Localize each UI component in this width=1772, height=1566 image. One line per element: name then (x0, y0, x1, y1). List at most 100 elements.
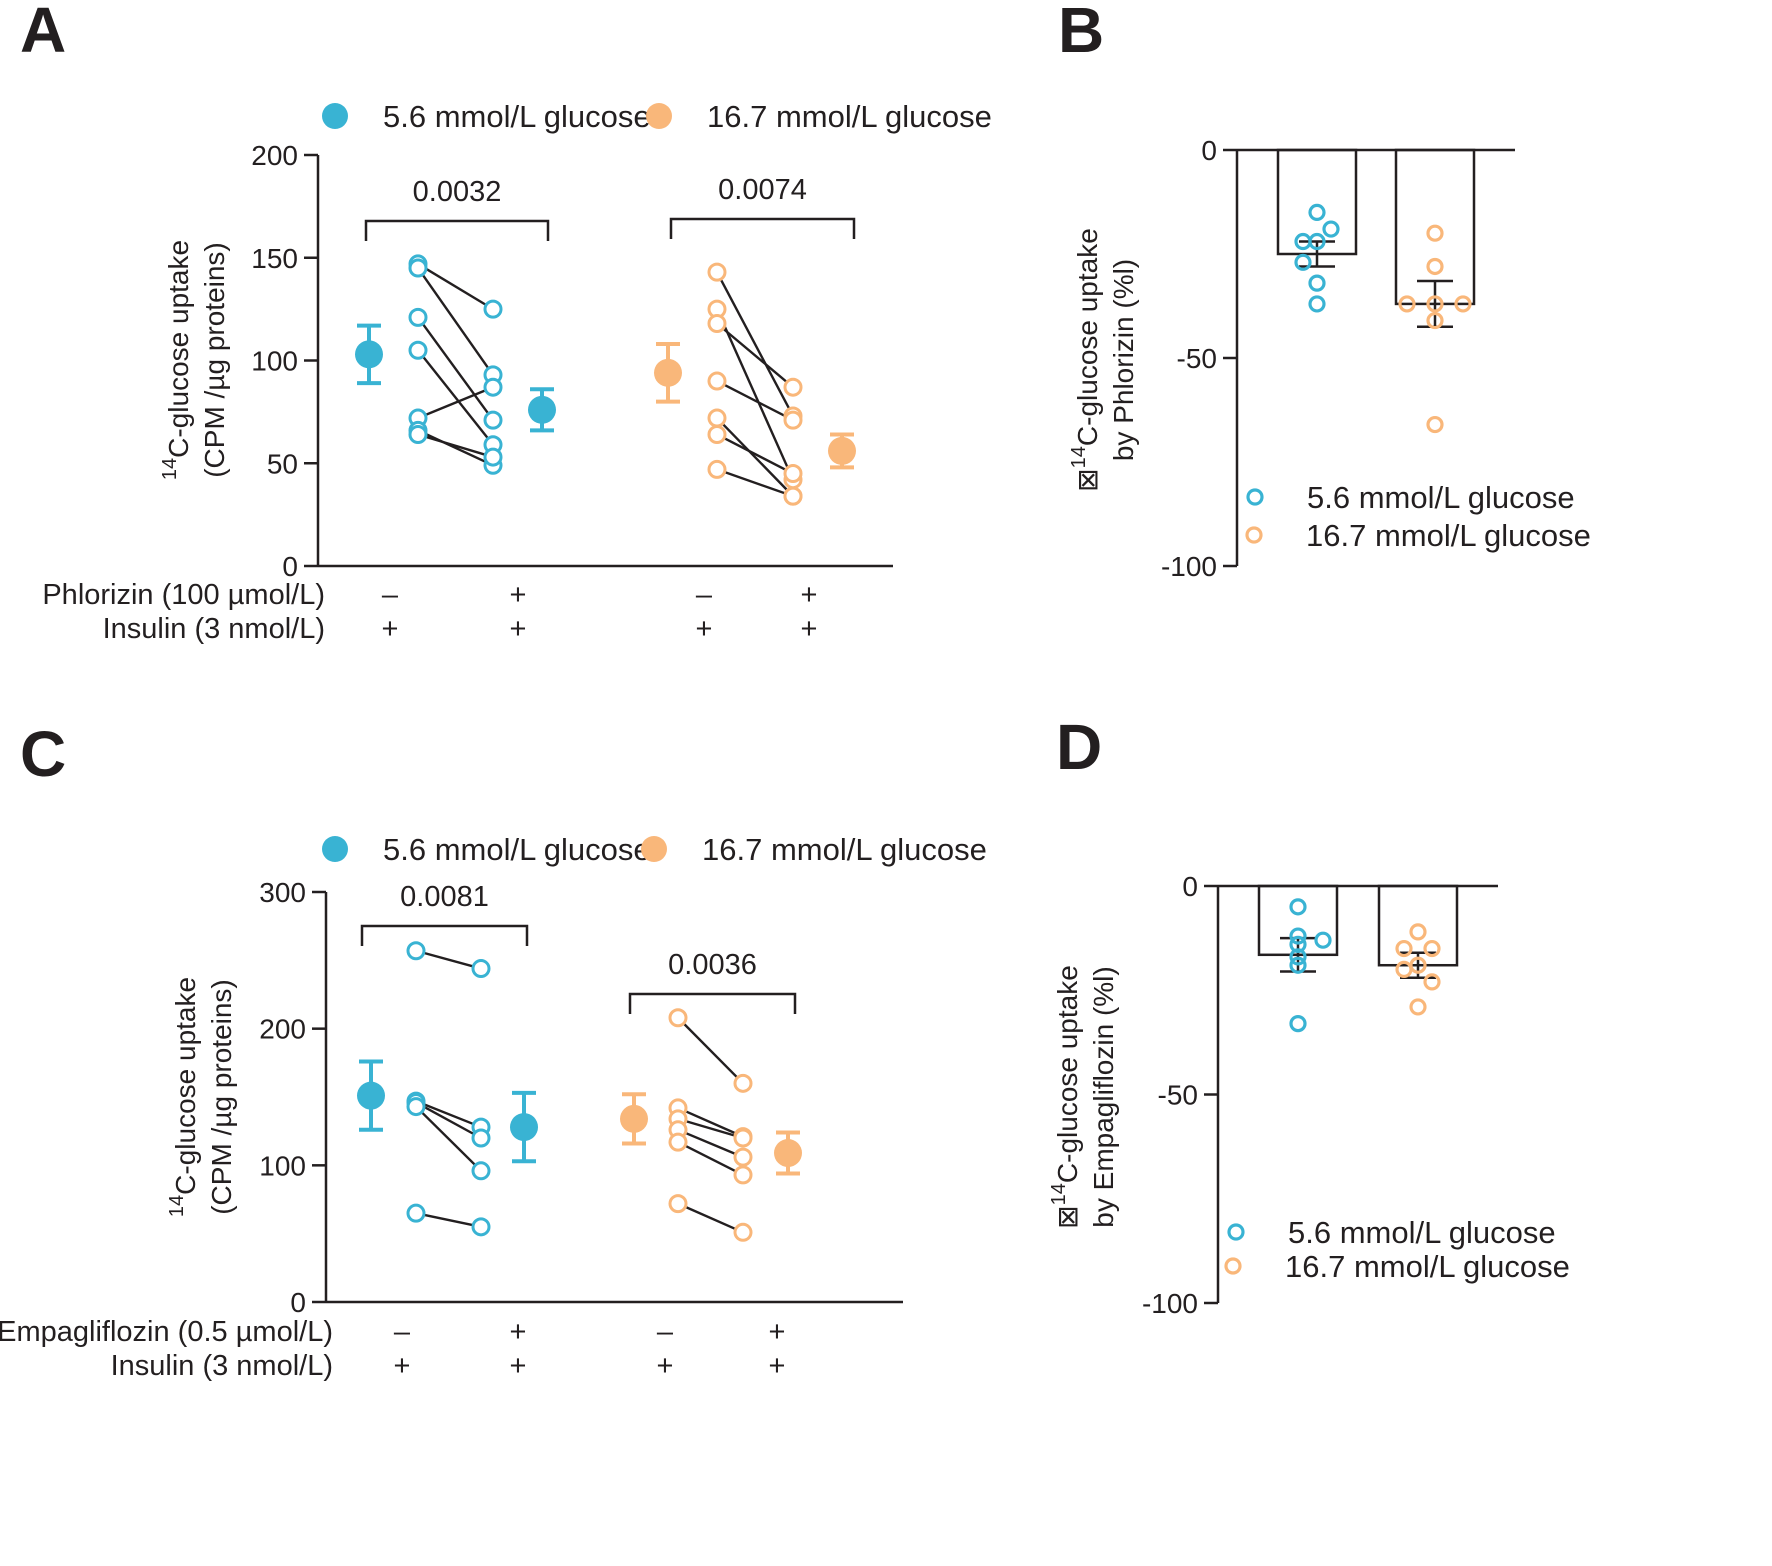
data-point (1423, 973, 1441, 991)
plus-sign: + (394, 1350, 411, 1382)
legend-label: 16.7 mmol/L glucose (707, 99, 992, 134)
bar-group-orange (1394, 148, 1476, 434)
mean-marker (620, 1104, 648, 1133)
panel-label: A (20, 0, 66, 66)
legend-marker-blue (1246, 488, 1264, 506)
data-point (733, 1147, 753, 1167)
plus-sign: + (801, 579, 818, 611)
minus-sign: – (382, 579, 399, 611)
pair-line (677, 1117, 744, 1140)
legend-label: 5.6 mmol/L glucose (1307, 480, 1575, 515)
p-value: 0.0032 (413, 176, 502, 208)
data-point (408, 340, 428, 360)
pair-line (716, 417, 794, 497)
plus-sign: + (657, 1350, 674, 1382)
plus-sign: + (510, 1316, 527, 1348)
legend-label: 16.7 mmol/L glucose (1306, 518, 1591, 553)
data-point (668, 1008, 688, 1028)
y-tick-label: 0 (1201, 135, 1217, 166)
pair-line (716, 433, 794, 475)
plus-sign: + (769, 1350, 786, 1382)
mean-marker (510, 1113, 538, 1142)
pair-line (417, 386, 494, 420)
plus-sign: + (696, 613, 713, 645)
significance-bracket (364, 219, 550, 241)
pair-line (417, 267, 494, 376)
bar-group-blue (1276, 148, 1358, 313)
panel-label: D (1056, 711, 1102, 783)
minus-sign: – (394, 1316, 411, 1348)
y-axis-label-line2: by Phlorizin (%l) (1108, 259, 1139, 461)
y-axis-label: ⊠14C-glucose uptake (1068, 228, 1103, 492)
panel-c: C 0 100 200 300 14C-glucose uptake (CPM /µg pr… (0, 718, 987, 1382)
y-axis-label-line2: by Empagliflozin (%l) (1088, 966, 1119, 1227)
data-point (1395, 939, 1413, 958)
data-point (1426, 257, 1444, 276)
data-point (1454, 295, 1472, 313)
data-point (707, 314, 727, 334)
data-point (471, 959, 491, 979)
plus-sign: + (382, 613, 399, 645)
data-point (1322, 220, 1340, 238)
y-tick-label: 150 (251, 243, 298, 274)
pair-line (677, 1016, 744, 1085)
panel-a: A 0 50 100 150 200 14C-glucose uptake (CPM /µg … (20, 0, 992, 645)
data-point (1426, 224, 1444, 242)
data-point (1426, 415, 1444, 434)
plus-sign: + (510, 613, 527, 645)
data-point (406, 1203, 426, 1223)
pair-line (417, 316, 494, 421)
panel-label: B (1058, 0, 1104, 66)
data-point (483, 377, 503, 397)
significance-bracket (360, 924, 529, 946)
y-tick-label: -100 (1142, 1288, 1198, 1319)
treatment-label: Phlorizin (100 µmol/L) (42, 579, 325, 611)
group-blue: 0.0081 (357, 881, 538, 1237)
bar-group-blue (1257, 884, 1339, 1033)
data-point (1308, 274, 1326, 292)
data-point (1409, 923, 1427, 941)
pair-line (415, 1105, 482, 1172)
bar (1276, 148, 1358, 256)
pair-line (716, 322, 794, 389)
pair-line (417, 433, 494, 459)
data-point (1294, 253, 1312, 271)
data-point (406, 941, 426, 961)
pair-line (417, 349, 494, 446)
y-label-prefix: ⊠ (1072, 468, 1103, 491)
treatment-label: Insulin (3 nmol/L) (111, 1350, 333, 1382)
p-value: 0.0081 (400, 881, 489, 913)
y-label-superscript: 14 (166, 1195, 188, 1217)
y-tick-label: -100 (1161, 551, 1217, 582)
legend-label: 5.6 mmol/L glucose (383, 99, 651, 134)
y-axis-label: 14C-glucose uptake (159, 240, 194, 480)
panel-b: B 0 -50 -100 ⊠14C-glucose uptake by Phlorizin… (1058, 0, 1591, 582)
y-axis-unit: (CPM /µg proteins) (199, 242, 230, 478)
data-point (707, 371, 727, 391)
y-axis-label: ⊠14C-glucose uptake (1048, 965, 1083, 1229)
y-tick-label: 0 (282, 551, 298, 582)
treatment-label: Empagliflozin (0.5 µmol/L) (0, 1316, 333, 1348)
y-label-main: C-glucose uptake (1072, 228, 1103, 446)
y-label-prefix: ⊠ (1052, 1205, 1083, 1228)
minus-sign: – (696, 579, 713, 611)
data-point (783, 464, 803, 484)
significance-bracket (628, 992, 797, 1014)
treatment-label: Insulin (3 nmol/L) (103, 613, 325, 645)
data-point (707, 262, 727, 282)
data-point (1289, 927, 1307, 945)
data-point (1308, 203, 1326, 221)
data-point (707, 459, 727, 479)
mean-marker (355, 340, 383, 369)
pair-line (415, 949, 482, 970)
y-tick-label: 0 (1182, 871, 1198, 902)
pair-line (415, 1099, 482, 1129)
data-point (1398, 295, 1416, 313)
pair-line (677, 1128, 744, 1159)
p-value: 0.0036 (668, 949, 757, 981)
plus-sign: + (510, 579, 527, 611)
group-orange: 0.0074 (654, 174, 856, 506)
legend-label: 16.7 mmol/L glucose (1285, 1249, 1570, 1284)
panel-d: D 0 -50 -100 ⊠14C-glucose uptake by Empaglifl… (1048, 711, 1570, 1319)
data-point (408, 307, 428, 327)
